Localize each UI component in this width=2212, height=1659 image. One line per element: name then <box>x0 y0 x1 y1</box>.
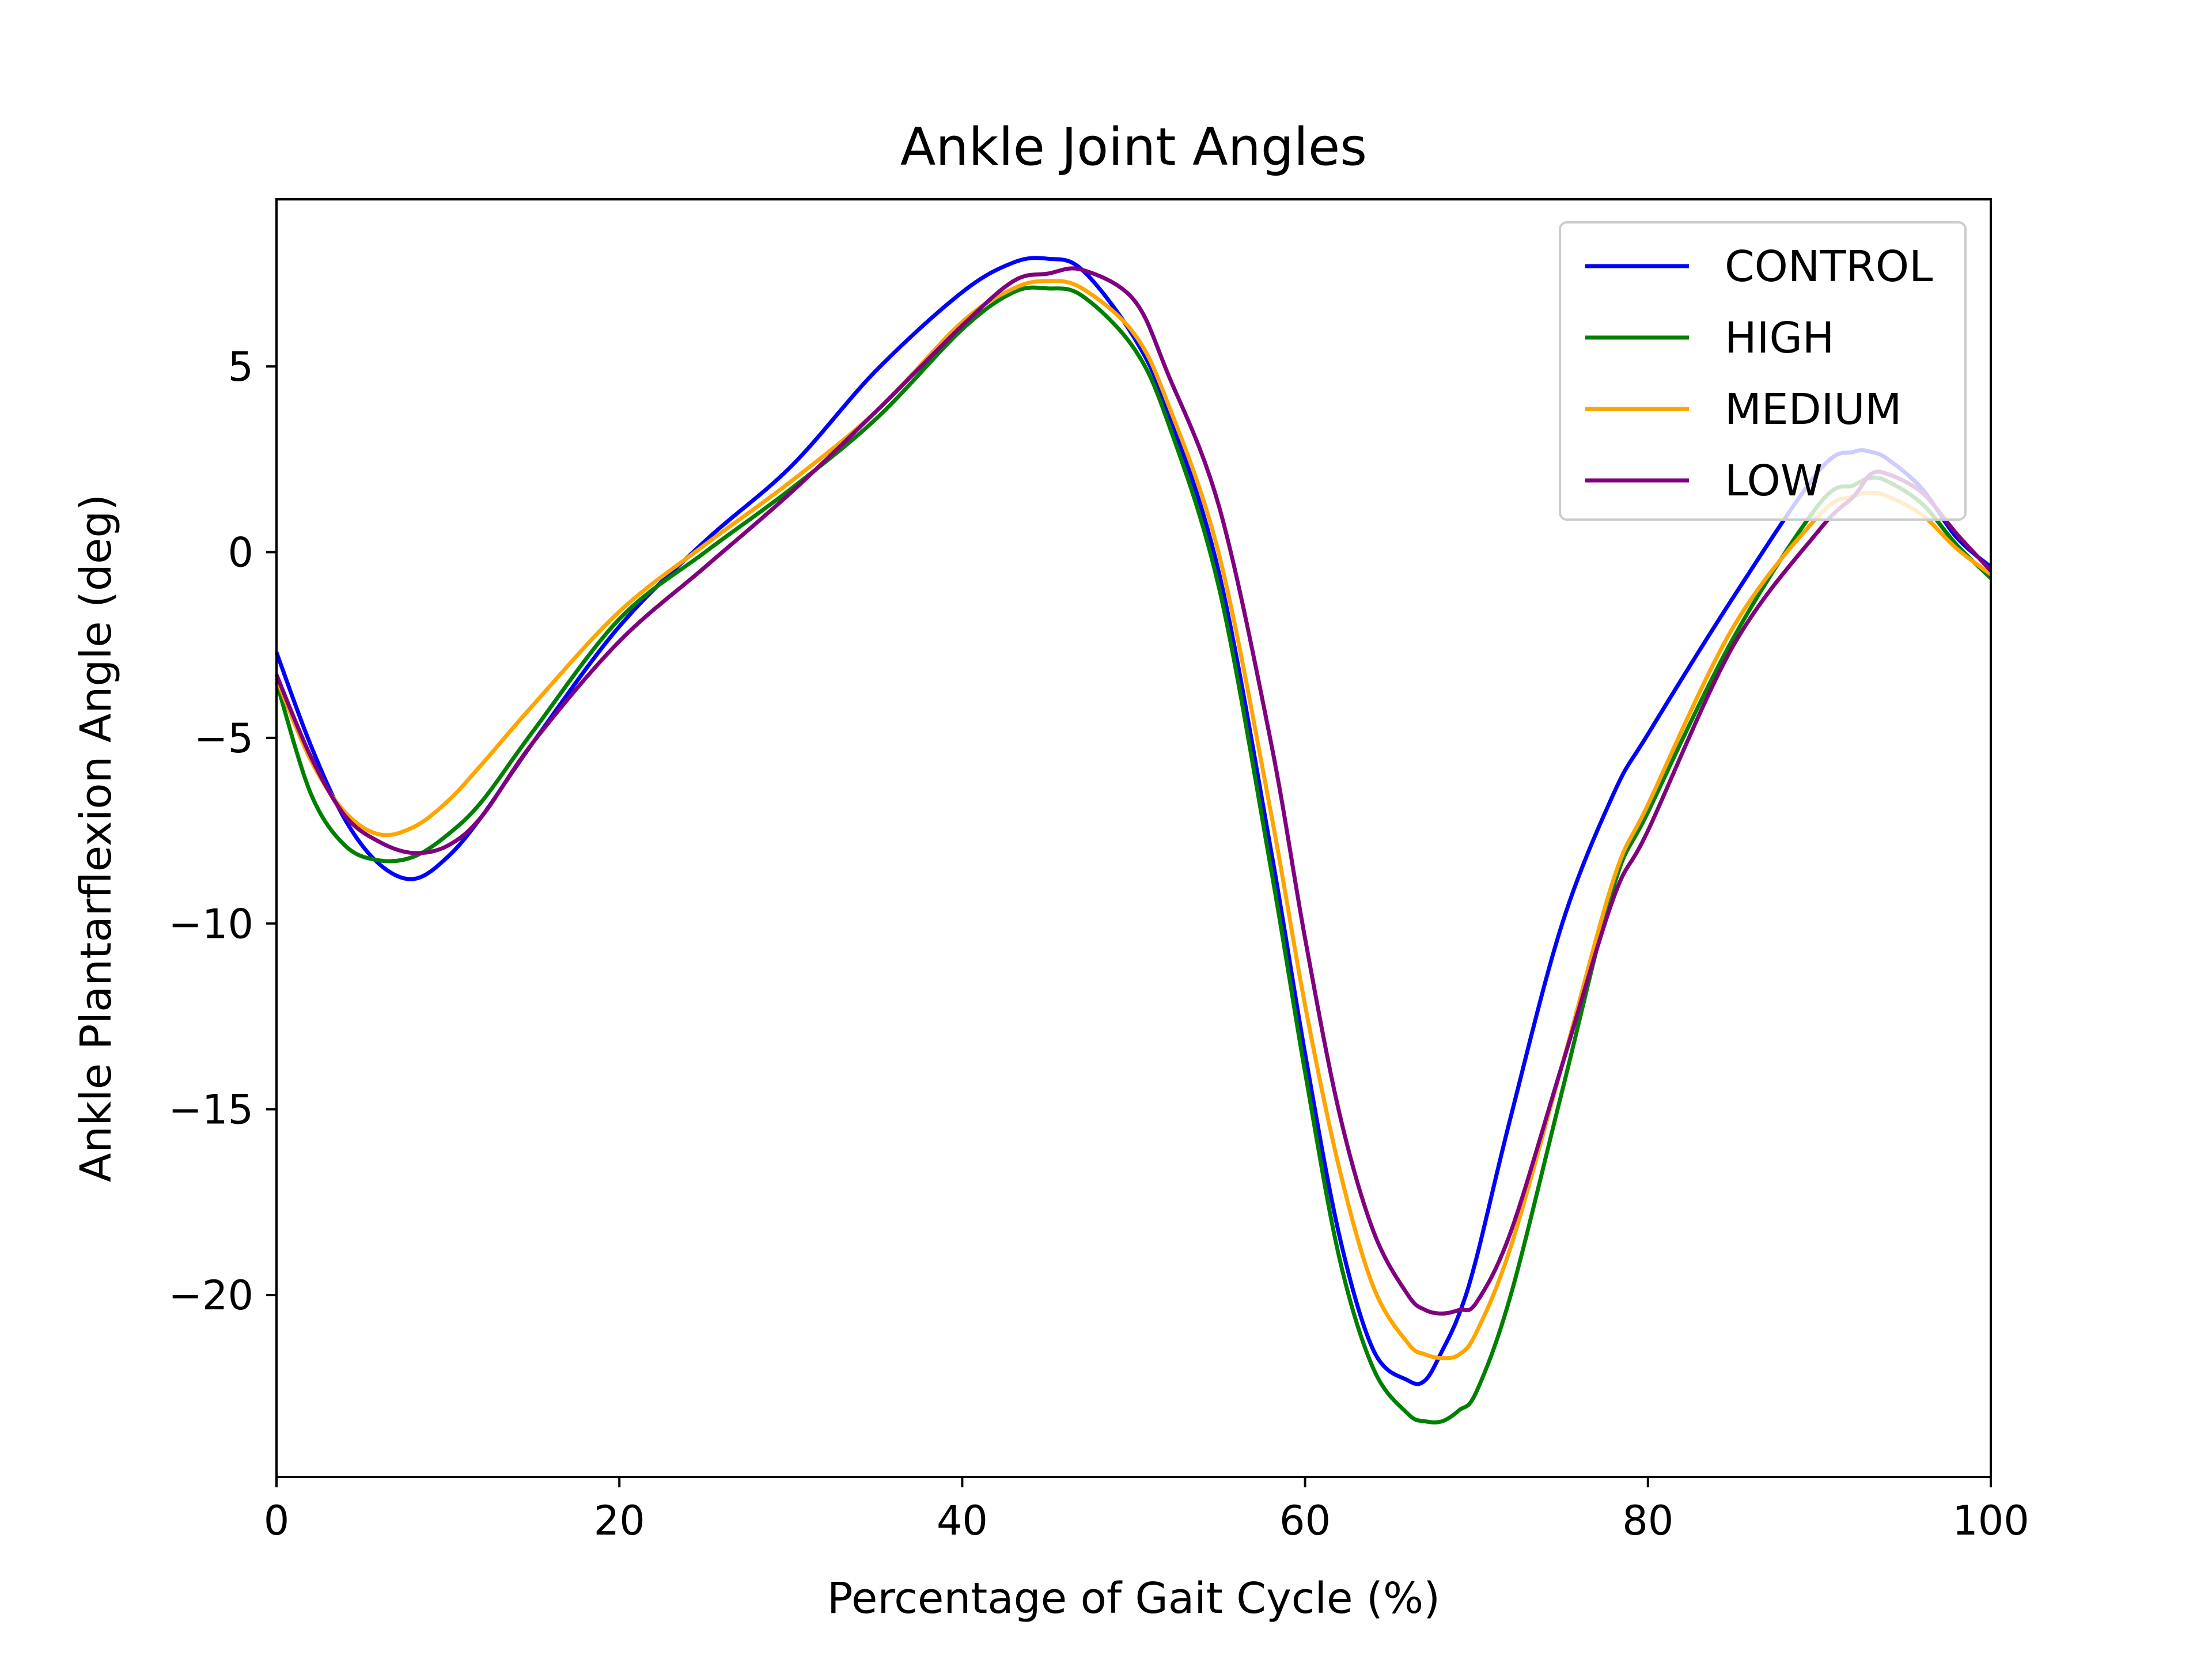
y-tick-label: −20 <box>168 1272 253 1319</box>
x-tick-label: 20 <box>594 1497 645 1544</box>
y-tick-label: −15 <box>168 1086 253 1134</box>
x-tick-label: 60 <box>1279 1497 1331 1544</box>
x-tick-label: 80 <box>1622 1497 1673 1544</box>
series-line-high <box>274 285 1993 1425</box>
x-tick-label: 40 <box>937 1497 988 1544</box>
legend-label-high: HIGH <box>1725 313 1834 363</box>
y-axis-label: Ankle Plantarflexion Angle (deg) <box>71 494 121 1182</box>
legend-box <box>1559 221 1967 521</box>
legend-label-low: LOW <box>1725 456 1823 506</box>
y-tick-label: −5 <box>194 715 253 762</box>
y-tick-label: 5 <box>228 343 253 391</box>
series-layer <box>274 256 1993 1425</box>
y-tick-label: −10 <box>168 900 253 948</box>
x-axis-label: Percentage of Gait Cycle (%) <box>827 1574 1440 1623</box>
chart-title: Ankle Joint Angles <box>900 117 1367 177</box>
legend-label-medium: MEDIUM <box>1725 385 1902 434</box>
plot-area-frame <box>275 198 1992 1478</box>
series-line-low <box>274 266 1993 1316</box>
x-tick-label: 100 <box>1952 1497 2029 1544</box>
legend: CONTROL HIGH MEDIUM LOW <box>1559 221 1967 521</box>
x-tick-label: 0 <box>264 1497 290 1544</box>
ticks-layer: 0 20 40 60 80 100 5 0 −5 −10 −15 −20 <box>168 343 2029 1544</box>
legend-label-control: CONTROL <box>1725 242 1933 291</box>
y-tick-label: 0 <box>228 529 253 577</box>
series-line-medium <box>274 279 1993 1361</box>
legend-entries: CONTROL HIGH MEDIUM LOW <box>1585 242 1933 506</box>
